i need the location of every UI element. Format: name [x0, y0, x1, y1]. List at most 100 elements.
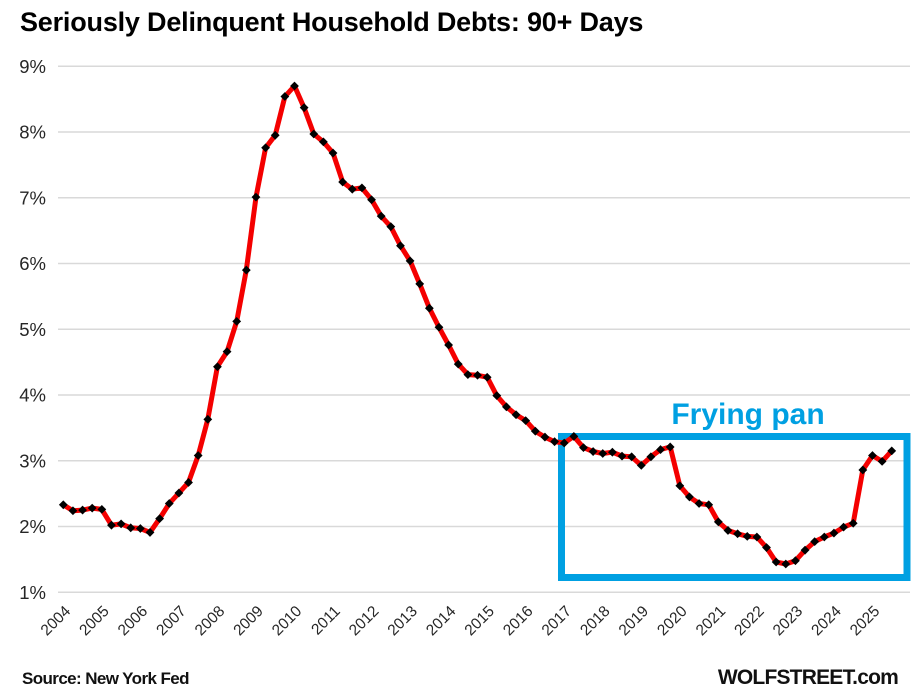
data-point-marker: [135, 524, 145, 533]
data-point-marker: [97, 505, 107, 514]
data-point-marker: [742, 531, 752, 541]
y-axis-tick-label: 3%: [19, 450, 46, 471]
x-axis-tick-label: 2011: [308, 603, 344, 639]
data-point-marker: [396, 241, 405, 251]
x-axis-tick-label: 2019: [616, 603, 652, 639]
x-axis-tick-label: 2013: [385, 603, 421, 639]
data-point-marker: [819, 532, 829, 542]
data-point-marker: [502, 402, 511, 412]
data-point-marker: [781, 559, 791, 569]
x-axis-tick-label: 2004: [38, 603, 75, 640]
data-point-marker: [280, 92, 290, 101]
data-point-marker: [203, 414, 213, 424]
data-point-marker: [868, 451, 877, 460]
chart-title: Seriously Delinquent Household Debts: 90…: [20, 7, 644, 37]
data-point-marker: [877, 457, 887, 466]
y-axis-tick-label: 5%: [19, 319, 46, 340]
data-point-marker: [511, 410, 521, 420]
data-point-marker: [636, 460, 646, 470]
data-point-marker: [762, 543, 771, 552]
data-point-marker: [232, 316, 242, 326]
data-point-marker: [145, 528, 155, 537]
x-axis-tick-label: 2024: [808, 603, 845, 640]
data-point-marker: [376, 211, 386, 221]
data-point-marker: [241, 265, 251, 275]
x-axis-tick-label: 2017: [539, 603, 575, 639]
x-axis-tick-label: 2015: [462, 603, 498, 639]
data-point-marker: [222, 347, 232, 357]
data-point-marker: [492, 391, 502, 401]
x-axis-tick-label: 2014: [423, 603, 460, 640]
brand-watermark: WOLFSTREET.com: [717, 666, 899, 689]
data-point-marker: [213, 362, 222, 372]
data-point-marker: [733, 529, 743, 539]
data-point-marker: [829, 528, 839, 538]
data-point-marker: [386, 222, 396, 232]
data-point-marker: [521, 416, 531, 426]
data-point-marker: [713, 517, 723, 527]
x-axis-tick-label: 2023: [770, 603, 806, 639]
data-point-marker: [309, 129, 319, 139]
source-credit: Source: New York Fed: [22, 669, 189, 688]
data-point-marker: [550, 437, 559, 447]
data-point-marker: [569, 432, 579, 441]
data-point-marker: [771, 557, 781, 567]
data-point-marker: [540, 432, 550, 442]
data-point-marker: [453, 359, 463, 369]
frying-pan-annotation-label: Frying pan: [671, 398, 825, 431]
data-point-marker: [357, 183, 367, 193]
data-point-marker: [810, 537, 820, 547]
data-point-marker: [579, 443, 588, 452]
data-point-marker: [338, 177, 348, 187]
data-point-marker: [858, 465, 868, 475]
data-point-marker: [665, 442, 675, 452]
y-axis-tick-label: 1%: [19, 582, 46, 603]
data-point-marker: [68, 506, 78, 516]
x-axis-tick-label: 2025: [847, 603, 883, 639]
x-axis-tick-label: 2005: [76, 603, 112, 639]
x-axis-tick-label: 2006: [115, 603, 151, 639]
x-axis-tick-label: 2021: [693, 603, 729, 639]
data-point-marker: [617, 451, 627, 461]
data-point-marker: [434, 322, 444, 332]
y-axis-tick-label: 9%: [19, 56, 46, 77]
y-axis-tick-label: 6%: [19, 253, 46, 274]
data-point-marker: [675, 481, 685, 491]
data-point-marker: [444, 340, 454, 350]
data-point-marker: [318, 137, 328, 147]
data-point-marker: [126, 523, 136, 533]
data-point-marker: [174, 488, 184, 498]
data-point-marker: [627, 452, 637, 462]
frying-pan-box: [558, 433, 911, 581]
data-point-marker: [473, 370, 482, 380]
data-point-marker: [887, 446, 897, 456]
data-point-marker: [87, 503, 97, 513]
data-point-marker: [424, 303, 434, 313]
data-point-marker: [704, 500, 714, 510]
data-point-marker: [251, 192, 261, 202]
data-point-marker: [347, 184, 357, 194]
data-point-marker: [58, 500, 68, 510]
data-point-marker: [646, 452, 656, 462]
data-point-marker: [184, 478, 193, 487]
data-point-marker: [598, 449, 608, 458]
y-axis-tick-label: 7%: [19, 187, 46, 208]
data-point-marker: [328, 148, 338, 158]
data-point-marker: [463, 370, 473, 380]
data-point-marker: [559, 438, 569, 448]
data-point-marker: [848, 518, 858, 528]
x-axis-tick-label: 2016: [500, 603, 536, 639]
data-point-marker: [155, 514, 165, 524]
data-point-marker: [299, 103, 309, 113]
x-axis-tick-label: 2010: [269, 603, 306, 640]
data-point-marker: [107, 520, 116, 530]
data-point-marker: [607, 447, 617, 457]
delinquency-line: [60, 83, 895, 567]
data-point-marker: [482, 372, 492, 382]
x-axis-tick-label: 2009: [230, 603, 266, 639]
data-point-marker: [116, 519, 126, 529]
data-point-marker: [415, 279, 425, 289]
x-axis-tick-label: 2018: [577, 603, 613, 639]
